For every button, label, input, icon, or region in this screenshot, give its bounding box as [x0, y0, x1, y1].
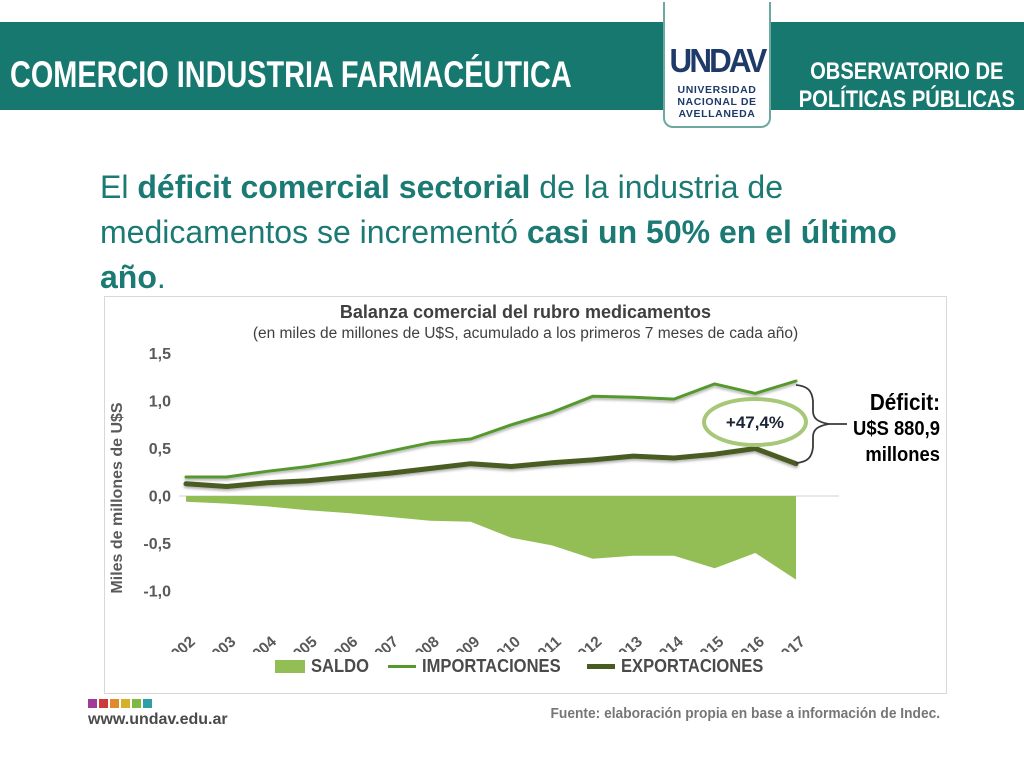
logo-line3: AVELLANEDA [678, 108, 756, 120]
legend-item-importaciones: IMPORTACIONES [388, 656, 573, 677]
y-tick-label: 1,5 [149, 347, 171, 363]
x-tick-label: 2005 [284, 633, 321, 652]
x-tick-label: 2010 [487, 633, 524, 652]
brand-dot-icon [88, 699, 97, 708]
chart-legend: SALDO IMPORTACIONES EXPORTACIONES [105, 656, 946, 677]
y-tick-label: 0,0 [149, 489, 171, 506]
brand-dots-icon [88, 699, 228, 708]
legend-label-exportaciones: EXPORTACIONES [620, 656, 764, 676]
growth-annotation-ellipse [702, 397, 808, 447]
legend-label-saldo: SALDO [311, 656, 370, 676]
brand-dot-icon [132, 699, 141, 708]
growth-annotation-label: +47,4% [726, 413, 784, 432]
x-tick-label: 2014 [650, 633, 687, 652]
deficit-callout-unit: millones [865, 444, 940, 466]
y-axis-title: Miles de millones de U$S [109, 402, 126, 594]
chart-plot-area: 1,5 1,0 0,5 0,0 -0,5 -1,0 2002 2003 2004 2005 2006… [143, 347, 839, 652]
saldo-swatch-icon [275, 660, 306, 673]
headline-seg-4: . [156, 259, 166, 295]
balance-chart: 1,5 1,0 0,5 0,0 -0,5 -1,0 2002 2003 2004 2005 2006… [109, 347, 847, 652]
headline: El déficit comercial sectorial de la ind… [100, 165, 945, 300]
headline-seg-0: El [100, 169, 138, 205]
undav-logo-text: UNIVERSIDAD NACIONAL DE AVELLANEDA [665, 84, 769, 120]
x-tick-label: 2006 [324, 633, 361, 652]
x-tick-label: 2009 [446, 633, 483, 652]
undav-wordmark-icon: UNDAV [669, 42, 768, 79]
x-tick-label: 2003 [202, 633, 239, 652]
undav-logo: UNDAV UNIVERSIDAD NACIONAL DE AVELLANEDA [663, 2, 771, 128]
chart-subtitle: (en miles de millones de U$S, acumulado … [252, 325, 799, 342]
footer-brand: www.undav.edu.ar [88, 699, 228, 729]
deficit-brace-icon [795, 384, 847, 464]
headline-seg-2: de la industria de medicamentos se incre… [100, 169, 784, 250]
legend-label-importaciones: IMPORTACIONES [422, 656, 561, 676]
saldo-area [186, 496, 796, 580]
exportaciones-line [183, 446, 799, 489]
legend-item-saldo: SALDO [275, 656, 374, 677]
x-tick-label: 2013 [609, 633, 646, 652]
chart-title: Balanza comercial del rubro medicamentos [339, 302, 712, 322]
logo-line2: NACIONAL DE [677, 96, 757, 108]
deficit-callout-value: U$S 880,9 [853, 418, 940, 440]
x-tick-label: 2011 [528, 633, 565, 652]
x-tick-label: 2017 [772, 633, 809, 652]
header-bar: COMERCIO INDUSTRIA FARMACÉUTICA OBSERVAT… [0, 22, 1024, 113]
importaciones-line [184, 379, 798, 479]
chart-card: Balanza comercial del rubro medicamentos… [104, 296, 947, 694]
legend-item-exportaciones: EXPORTACIONES [586, 656, 776, 677]
observatory-line2: POLÍTICAS PÚBLICAS [798, 86, 1015, 113]
brand-dot-icon [121, 699, 130, 708]
brand-dot-icon [143, 699, 152, 708]
x-tick-label: 2016 [731, 633, 768, 652]
x-tick-label: 2015 [690, 633, 727, 652]
headline-seg-1: déficit comercial sectorial [137, 169, 531, 205]
x-tick-label: 2008 [406, 633, 443, 652]
exportaciones-swatch-icon [586, 664, 615, 669]
observatory-line1: OBSERVATORIO DE [810, 58, 1004, 85]
x-tick-label: 2004 [243, 633, 280, 652]
website-url: www.undav.edu.ar [88, 711, 228, 728]
y-tick-label: -1,0 [143, 584, 171, 601]
logo-line1: UNIVERSIDAD [677, 84, 757, 96]
headline-seg-3: casi un 50% en el último año [100, 214, 897, 295]
y-tick-label: 0,5 [149, 441, 171, 458]
deficit-callout-title: Déficit: [869, 389, 940, 415]
importaciones-swatch-icon [388, 665, 417, 668]
observatory-label: OBSERVATORIO DE POLÍTICAS PÚBLICAS [798, 58, 1016, 114]
header-title: COMERCIO INDUSTRIA FARMACÉUTICA [10, 54, 572, 95]
y-tick-label: -0,5 [143, 536, 171, 553]
source-note: Fuente: elaboración propia en base a inf… [550, 706, 940, 722]
brand-dot-icon [110, 699, 119, 708]
y-tick-label: 1,0 [149, 394, 171, 411]
deficit-callout: Déficit: U$S 880,9 millones [810, 389, 940, 468]
x-tick-label: 2007 [365, 633, 402, 652]
x-tick-label: 2002 [162, 633, 199, 652]
x-tick-label: 2012 [568, 633, 605, 652]
brand-dot-icon [99, 699, 108, 708]
